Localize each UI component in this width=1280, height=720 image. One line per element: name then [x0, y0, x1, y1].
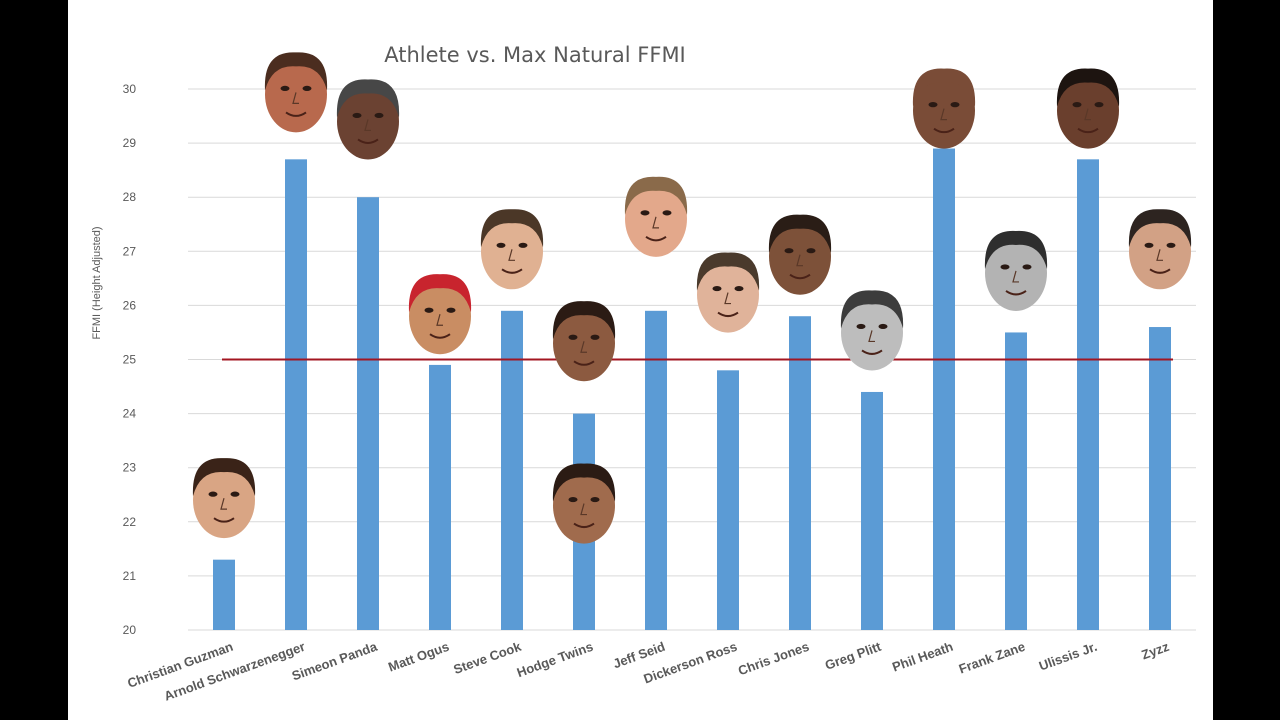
face-icon [1128, 209, 1192, 290]
chart-title: Athlete vs. Max Natural FFMI [384, 43, 686, 67]
x-tick-label: Ulissis Jr. [1037, 639, 1099, 674]
chart-slide: Athlete vs. Max Natural FFMI FFMI (Heigh… [68, 0, 1213, 720]
face-icon [696, 252, 760, 333]
y-tick-label: 25 [123, 353, 137, 367]
face-icon [192, 458, 256, 539]
y-tick-label: 21 [123, 569, 137, 583]
bar-greg-plitt [861, 391, 883, 630]
bar-simeon-panda [357, 197, 379, 630]
bar-steve-cook [501, 310, 523, 630]
x-tick-label: Greg Plitt [823, 638, 884, 672]
face-icon [552, 301, 616, 382]
y-tick-label: 24 [123, 407, 137, 421]
bar-frank-zane [1005, 332, 1027, 630]
face-icon [480, 209, 544, 290]
face-icon [408, 274, 472, 355]
y-tick-label: 22 [123, 515, 137, 529]
bar-chart: Athlete vs. Max Natural FFMI FFMI (Heigh… [91, 43, 1196, 704]
bar-ulissis-jr- [1077, 159, 1099, 630]
y-tick-labels: 20 21 22 23 24 25 26 27 28 29 30 [123, 82, 137, 637]
y-tick-label: 28 [123, 190, 137, 204]
y-axis-label: FFMI (Height Adjusted) [91, 226, 103, 339]
face-icon [264, 52, 328, 133]
bar-christian-guzman [213, 559, 235, 630]
bar-arnold-schwarzenegger [285, 159, 307, 630]
y-tick-label: 29 [123, 136, 137, 150]
face-icon [768, 214, 832, 295]
face-icon [624, 176, 688, 257]
bar-dickerson-ross [717, 370, 739, 630]
face-icon [1056, 68, 1120, 149]
bar-chris-jones [789, 316, 811, 630]
bar-phil-heath [933, 148, 955, 630]
face-icon [912, 68, 976, 149]
face-icon [552, 463, 616, 544]
face-icon [336, 79, 400, 160]
bars [213, 148, 1171, 630]
y-tick-label: 23 [123, 461, 137, 475]
x-tick-label: Chris Jones [736, 639, 811, 679]
x-tick-label: Hodge Twins [515, 639, 595, 680]
x-tick-label: Zyzz [1139, 639, 1171, 663]
x-tick-label: Matt Ogus [386, 639, 451, 675]
x-tick-label: Frank Zane [957, 639, 1027, 677]
y-tick-label: 20 [123, 623, 137, 637]
y-tick-label: 30 [123, 82, 137, 96]
y-tick-label: 26 [123, 298, 137, 312]
face-icon [840, 290, 904, 371]
bar-matt-ogus [429, 364, 451, 630]
x-tick-label: Phil Heath [890, 639, 955, 675]
bar-jeff-seid [645, 310, 667, 630]
face-icon [984, 230, 1048, 311]
y-tick-label: 27 [123, 244, 137, 258]
x-tick-label: Steve Cook [451, 638, 523, 677]
bar-zyzz [1149, 327, 1171, 630]
athlete-faces [192, 52, 1192, 544]
